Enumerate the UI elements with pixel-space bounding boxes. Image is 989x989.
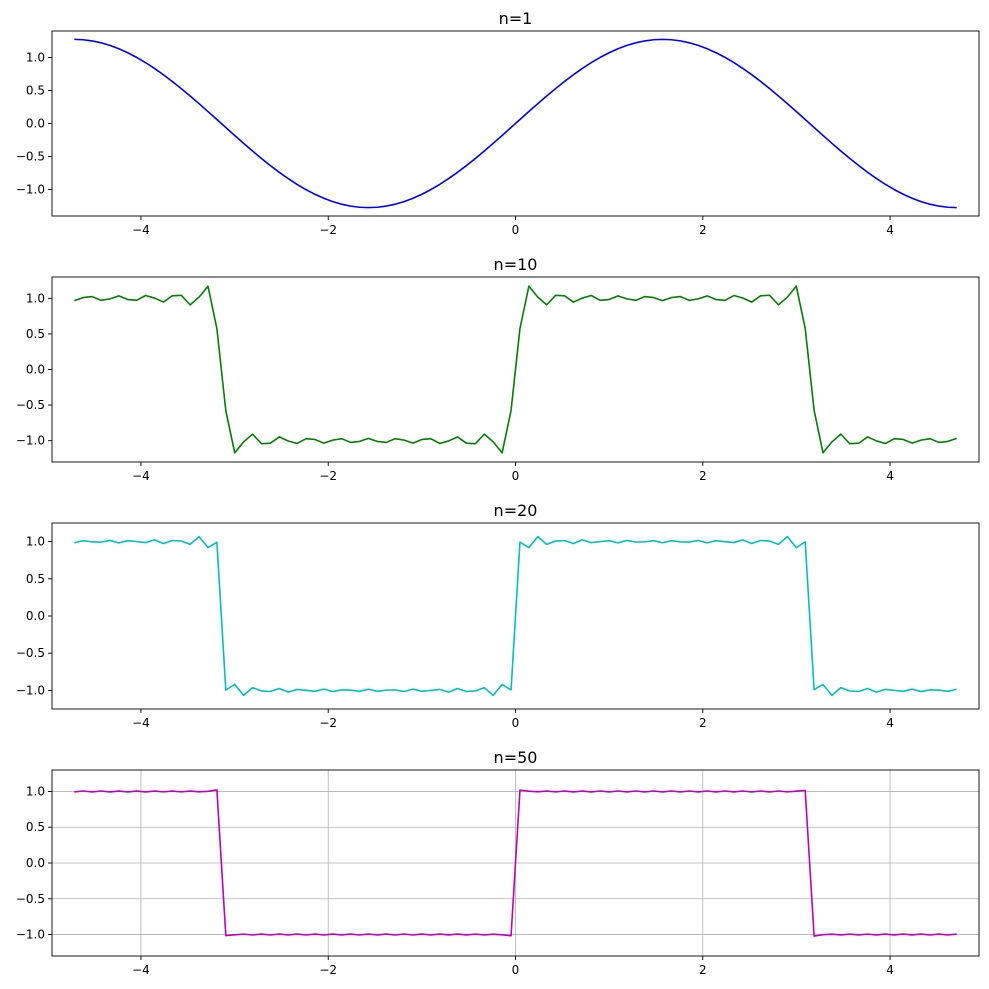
chart-title: n=1 [499,9,533,28]
x-tick-label: −2 [319,469,337,483]
y-tick-label: 0.0 [26,856,45,870]
y-tick-label: 0.5 [26,572,45,586]
series-line [74,38,957,209]
x-tick-label: 2 [699,716,707,730]
y-tick-label: −0.5 [16,150,45,164]
x-tick-label: −2 [319,716,337,730]
x-tick-label: 2 [699,223,707,237]
y-tick-label: 0.0 [26,609,45,623]
y-tick-label: 0.5 [26,820,45,834]
x-tick-label: 0 [512,716,520,730]
subplot-2: −4 −2 0 2 4 1.0 0.5 0.0 −0.5 −1.0 n=10 [16,255,980,483]
x-tick-label: 4 [886,223,894,237]
y-tick-label: 0.0 [26,117,45,131]
subplot-1: −4 −2 0 2 4 1.0 0.5 0.0 −0.5 −1.0 n=1 [16,9,980,237]
x-tick-label: 4 [886,963,894,977]
y-tick-label: −1.0 [16,928,45,942]
y-tick-label: 0.0 [26,363,45,377]
y-tick-label: 1.0 [26,784,45,798]
y-tick-label: −1.0 [16,434,45,448]
x-tick-label: −2 [319,223,337,237]
y-tick-label: −0.5 [16,646,45,660]
x-tick-label: 0 [512,469,520,483]
y-tick-label: −0.5 [16,892,45,906]
subplot-3: −4 −2 0 2 4 1.0 0.5 0.0 −0.5 −1.0 n=20 [16,501,980,730]
y-tick-label: −0.5 [16,398,45,412]
x-tick-label: −4 [132,469,150,483]
subplot-4: −4 −2 0 2 4 1.0 0.5 0.0 −0.5 −1.0 n=50 [16,748,980,977]
y-tick-label: −1.0 [16,683,45,697]
y-tick-label: 1.0 [26,291,45,305]
x-tick-label: 2 [699,963,707,977]
chart-title: n=10 [494,255,538,274]
x-tick-label: −4 [132,963,150,977]
y-tick-label: 1.0 [26,535,45,549]
series-line [74,285,957,454]
chart-title: n=50 [494,748,538,767]
x-tick-label: 0 [512,223,520,237]
x-tick-label: 4 [886,716,894,730]
series-line [74,535,957,697]
x-tick-label: 2 [699,469,707,483]
x-tick-label: 0 [512,963,520,977]
x-tick-label: −4 [132,716,150,730]
series-line [74,789,957,937]
x-tick-label: −4 [132,223,150,237]
chart-title: n=20 [494,501,538,520]
y-tick-label: 0.5 [26,327,45,341]
x-tick-label: −2 [319,963,337,977]
y-tick-label: −1.0 [16,183,45,197]
y-tick-label: 1.0 [26,50,45,64]
x-tick-label: 4 [886,469,894,483]
y-tick-label: 0.5 [26,83,45,97]
